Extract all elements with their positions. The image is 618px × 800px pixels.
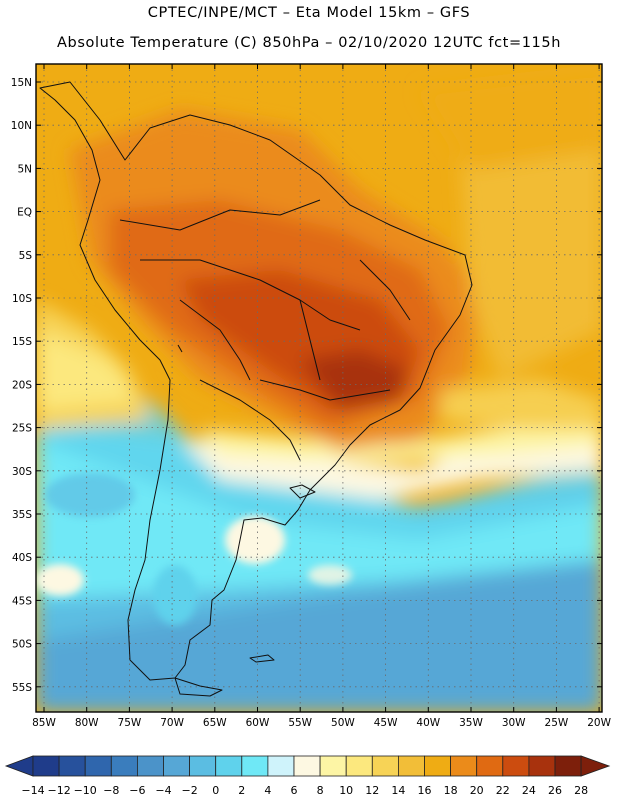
colorbar-tick-label: 6 <box>291 784 298 797</box>
colorbar-segment <box>241 755 269 777</box>
longitude-labels: 85W 80W 75W 70W 65W 60W 55W 50W 45W 40W 35W 30W 25W 2… <box>32 717 611 729</box>
lon-label: 70W <box>160 717 184 729</box>
colorbar-segment <box>319 755 347 777</box>
lat-label: 30S <box>12 466 32 478</box>
colorbar-segment <box>84 755 112 777</box>
lat-label: 55S <box>12 682 32 694</box>
lat-label: 25S <box>12 423 32 435</box>
lat-label: 50S <box>12 639 32 651</box>
colorbar-segment <box>424 755 452 777</box>
colorbar-tick-label: −10 <box>74 784 97 797</box>
colorbar-segment <box>345 755 373 777</box>
lat-label: 5S <box>19 250 33 262</box>
map-frame <box>35 63 603 713</box>
colorbar-tick-label: 8 <box>317 784 324 797</box>
colorbar-tick-label: 0 <box>212 784 219 797</box>
colorbar-tick-label: 18 <box>444 784 458 797</box>
lon-label: 60W <box>246 717 270 729</box>
lon-label: 80W <box>75 717 99 729</box>
map-title-line1: CPTEC/INPE/MCT – Eta Model 15km – GFS <box>147 5 471 21</box>
colorbar-tick-label: 22 <box>496 784 510 797</box>
lon-label: 75W <box>118 717 142 729</box>
lat-label: 20S <box>12 379 32 391</box>
colorbar-segment <box>450 755 478 777</box>
colorbar-tick-label: −14 <box>21 784 44 797</box>
colorbar-over-arrow <box>580 755 611 777</box>
colorbar-segment <box>528 755 556 777</box>
lat-label: 35S <box>12 509 32 521</box>
colorbar-tick-label: 28 <box>574 784 588 797</box>
lat-label: EQ <box>17 207 32 219</box>
latitude-labels: 15N 10N 5N EQ 5S 10S 15S 20S 25S 30S 35S 40S 45S 50S 5… <box>11 77 33 694</box>
lon-label: 30W <box>502 717 526 729</box>
colorbar-tick-label: 20 <box>470 784 484 797</box>
colorbar-under-arrow <box>4 755 34 777</box>
colorbar-segment <box>32 755 60 777</box>
colorbar-segment <box>476 755 504 777</box>
colorbar-tick-label: −8 <box>103 784 119 797</box>
colorbar-tick-label: 26 <box>548 784 562 797</box>
lat-label: 15N <box>11 77 32 89</box>
colorbar-segment <box>58 755 86 777</box>
colorbar-segment <box>554 755 582 777</box>
colorbar-labels: −14 −12 −10 −8 −6 −4 −2 0 2 4 6 8 10 12 14 16 18 20 22 24 26… <box>21 784 588 797</box>
lon-label: 45W <box>374 717 398 729</box>
colorbar-tick-label: 10 <box>339 784 353 797</box>
colorbar-segment <box>293 755 321 777</box>
colorbar-tick-label: 2 <box>238 784 245 797</box>
colorbar-tick-label: −4 <box>155 784 171 797</box>
lon-label: 40W <box>416 717 440 729</box>
colorbar-tick-label: 12 <box>365 784 379 797</box>
lon-label: 50W <box>331 717 355 729</box>
lon-label: 35W <box>459 717 483 729</box>
colorbar-tick-label: 14 <box>391 784 405 797</box>
lon-label: 55W <box>288 717 312 729</box>
lon-label: 25W <box>545 717 569 729</box>
colorbar-segment <box>267 755 295 777</box>
map-title-line2: Absolute Temperature (C) 850hPa – 02/10/… <box>57 35 561 51</box>
colorbar-segment <box>371 755 399 777</box>
coastline <box>39 81 473 697</box>
axis-ticks <box>36 64 602 712</box>
colorbar-segment <box>110 755 138 777</box>
lat-label: 10N <box>11 120 32 132</box>
colorbar-tick-label: −6 <box>129 784 145 797</box>
colorbar-segment <box>189 755 217 777</box>
lon-label: 65W <box>203 717 227 729</box>
lon-label: 85W <box>32 717 56 729</box>
graticule <box>36 64 602 712</box>
lon-label: 20W <box>587 717 611 729</box>
colorbar-segment <box>136 755 164 777</box>
colorbar-segment <box>397 755 425 777</box>
lat-label: 15S <box>12 336 32 348</box>
colorbar-tick-label: 4 <box>264 784 271 797</box>
colorbar-tick-label: −2 <box>181 784 197 797</box>
lat-label: 40S <box>12 552 32 564</box>
colorbar-tick-label: 24 <box>522 784 536 797</box>
colorbar-segment <box>215 755 243 777</box>
colorbar-tick-label: −12 <box>47 784 70 797</box>
colorbar <box>4 755 611 777</box>
lat-label: 5N <box>17 163 32 175</box>
lat-label: 45S <box>12 595 32 607</box>
colorbar-segment <box>502 755 530 777</box>
lat-label: 10S <box>12 293 32 305</box>
colorbar-segment <box>163 755 191 777</box>
temperature-field <box>36 64 602 712</box>
colorbar-tick-label: 16 <box>418 784 432 797</box>
